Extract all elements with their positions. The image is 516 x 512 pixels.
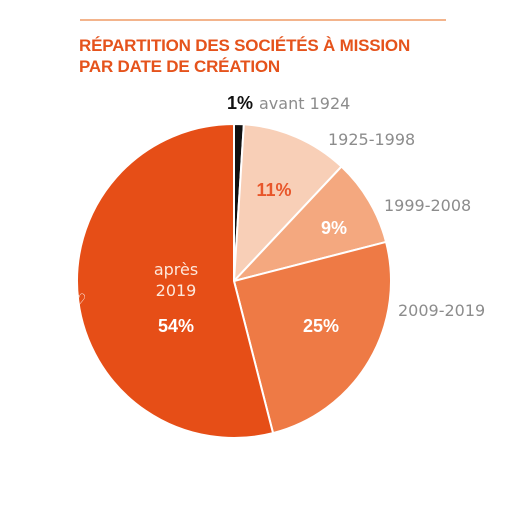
- slice-value-1999-2008: 9%: [321, 218, 347, 238]
- slice-label-apr-s-2019-line-1: après: [154, 260, 198, 279]
- slice-value-2009-2019: 25%: [303, 316, 339, 336]
- chart-title: RÉPARTITION DES SOCIÉTÉS À MISSION PAR D…: [79, 35, 479, 77]
- heart-icon: ♡: [72, 290, 87, 309]
- chart-title-line-1: RÉPARTITION DES SOCIÉTÉS À MISSION: [79, 36, 411, 55]
- pie-slice-1999-2008: [233, 165, 388, 282]
- slice-label-1999-2008: 1999-2008: [384, 196, 471, 215]
- pie-slice-2009-2019: [233, 240, 392, 435]
- chart-title-line-2: PAR DATE DE CRÉATION: [79, 57, 280, 76]
- pie-slice-apr-s-2019: [76, 123, 275, 439]
- slice-label-1925-1998: 1925-1998: [328, 130, 415, 149]
- slice-value-avant-1924: 1%: [227, 93, 253, 113]
- pie-slice-1925-1998: [233, 123, 343, 282]
- slice-label-apr-s-2019-line-2: 2019: [156, 281, 197, 300]
- title-rule: [80, 19, 446, 21]
- slice-value-apr-s-2019: 54%: [158, 316, 194, 336]
- slice-label-avant-1924: avant 1924: [259, 94, 350, 113]
- slice-value-1925-1998: 11%: [256, 180, 291, 200]
- slice-label-2009-2019: 2009-2019: [398, 301, 485, 320]
